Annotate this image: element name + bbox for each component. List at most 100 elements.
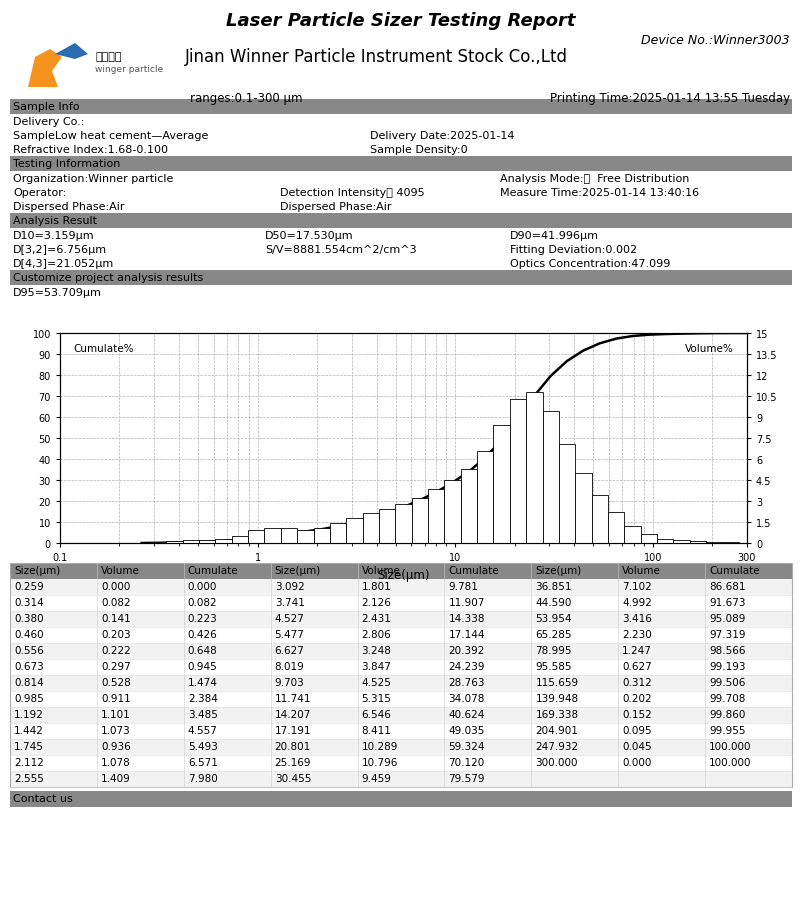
Text: Testing Information: Testing Information	[13, 159, 120, 169]
Text: 3.847: 3.847	[362, 661, 391, 671]
Bar	[10, 580, 792, 595]
Text: Cumulate: Cumulate	[448, 565, 499, 575]
Text: 0.528: 0.528	[101, 677, 131, 687]
Bar	[10, 659, 792, 675]
Text: 2.555: 2.555	[14, 773, 44, 783]
Text: 59.324: 59.324	[448, 741, 485, 751]
Text: 2.384: 2.384	[188, 694, 217, 703]
Bar	[10, 675, 792, 691]
Text: 79.579: 79.579	[448, 773, 485, 783]
Text: 20.801: 20.801	[274, 741, 311, 751]
Bar	[674, 541, 690, 544]
Text: 0.556: 0.556	[14, 646, 44, 656]
Text: Analysis Result: Analysis Result	[13, 216, 97, 226]
Text: 0.460: 0.460	[14, 629, 43, 639]
Text: D10=3.159μm: D10=3.159μm	[13, 231, 95, 241]
Text: 0.095: 0.095	[622, 725, 652, 735]
Text: Fitting Deviation:0.002: Fitting Deviation:0.002	[510, 245, 637, 255]
Bar	[477, 452, 493, 544]
Text: Volume%: Volume%	[685, 344, 733, 354]
Text: 0.814: 0.814	[14, 677, 44, 687]
Bar	[10, 791, 792, 807]
Text: 5.315: 5.315	[362, 694, 391, 703]
Bar	[641, 535, 657, 544]
Bar	[706, 542, 723, 544]
Text: 100.000: 100.000	[709, 741, 751, 751]
Text: Jinan Winner Particle Instrument Stock Co.,Ltd: Jinan Winner Particle Instrument Stock C…	[185, 48, 568, 66]
Text: 0.141: 0.141	[101, 613, 131, 623]
Text: 97.319: 97.319	[709, 629, 746, 639]
Bar	[314, 528, 330, 544]
Bar	[346, 518, 363, 544]
Bar	[330, 524, 346, 544]
Text: Delivery Date:2025-01-14: Delivery Date:2025-01-14	[370, 131, 515, 141]
Text: Printing Time:2025-01-14 13:55 Tuesday: Printing Time:2025-01-14 13:55 Tuesday	[550, 92, 790, 105]
Text: 10.289: 10.289	[362, 741, 398, 751]
Text: 247.932: 247.932	[535, 741, 578, 751]
Text: 100.000: 100.000	[709, 757, 751, 768]
Text: 86.681: 86.681	[709, 582, 746, 591]
Text: 3.741: 3.741	[274, 598, 305, 608]
Text: 0.082: 0.082	[188, 598, 217, 608]
Text: 78.995: 78.995	[535, 646, 572, 656]
Bar	[183, 541, 199, 544]
Bar	[542, 411, 559, 544]
Text: Operator:: Operator:	[13, 188, 67, 198]
Text: D90=41.996μm: D90=41.996μm	[510, 231, 599, 241]
Text: SampleLow heat cement—Average: SampleLow heat cement—Average	[13, 131, 209, 141]
Text: 3.248: 3.248	[362, 646, 391, 656]
Text: Cumulate: Cumulate	[188, 565, 238, 575]
Text: 0.380: 0.380	[14, 613, 43, 623]
Text: 99.193: 99.193	[709, 661, 746, 671]
Text: 6.571: 6.571	[188, 757, 217, 768]
Text: 139.948: 139.948	[535, 694, 578, 703]
Text: 65.285: 65.285	[535, 629, 572, 639]
Text: 14.207: 14.207	[274, 709, 311, 719]
Text: Volume: Volume	[362, 565, 400, 575]
Text: 300.000: 300.000	[535, 757, 577, 768]
Text: D95=53.709μm: D95=53.709μm	[13, 288, 102, 298]
Text: 0.426: 0.426	[188, 629, 217, 639]
Bar	[363, 514, 379, 544]
Text: Volume: Volume	[101, 565, 140, 575]
Text: 2.230: 2.230	[622, 629, 652, 639]
Text: Sample Density:0: Sample Density:0	[370, 144, 468, 154]
Text: Volume: Volume	[622, 565, 661, 575]
Bar	[216, 539, 232, 544]
Text: 0.203: 0.203	[101, 629, 131, 639]
Text: Measure Time:2025-01-14 13:40:16: Measure Time:2025-01-14 13:40:16	[500, 188, 699, 198]
Text: 0.045: 0.045	[622, 741, 652, 751]
Text: 6.627: 6.627	[274, 646, 305, 656]
Text: Detection Intensity： 4095: Detection Intensity： 4095	[280, 188, 424, 198]
Text: 0.000: 0.000	[188, 582, 217, 591]
X-axis label: Size(μm): Size(μm)	[377, 568, 430, 581]
Text: Analysis Mode:：  Free Distribution: Analysis Mode:： Free Distribution	[500, 173, 690, 184]
Text: 1.801: 1.801	[362, 582, 391, 591]
Text: 34.078: 34.078	[448, 694, 485, 703]
Bar	[444, 480, 460, 544]
Text: 1.442: 1.442	[14, 725, 44, 735]
Text: 1.247: 1.247	[622, 646, 652, 656]
Text: 10.796: 10.796	[362, 757, 398, 768]
Text: 0.312: 0.312	[622, 677, 652, 687]
Text: 0.673: 0.673	[14, 661, 44, 671]
Text: Cumulate: Cumulate	[709, 565, 759, 575]
Polygon shape	[55, 44, 88, 60]
Text: 1.078: 1.078	[101, 757, 131, 768]
Text: 3.416: 3.416	[622, 613, 652, 623]
Text: 1.409: 1.409	[101, 773, 131, 783]
Text: 0.222: 0.222	[101, 646, 131, 656]
Text: Customize project analysis results: Customize project analysis results	[13, 273, 203, 283]
Text: 17.191: 17.191	[274, 725, 311, 735]
Text: 17.144: 17.144	[448, 629, 485, 639]
Text: D[4,3]=21.052μm: D[4,3]=21.052μm	[13, 259, 114, 269]
Text: 25.169: 25.169	[274, 757, 311, 768]
Text: 24.239: 24.239	[448, 661, 485, 671]
Bar	[166, 542, 183, 544]
Text: 0.911: 0.911	[101, 694, 131, 703]
Text: 95.585: 95.585	[535, 661, 572, 671]
Text: 0.627: 0.627	[622, 661, 652, 671]
Text: 9.703: 9.703	[274, 677, 305, 687]
Text: 2.126: 2.126	[362, 598, 391, 608]
Text: 0.152: 0.152	[622, 709, 652, 719]
